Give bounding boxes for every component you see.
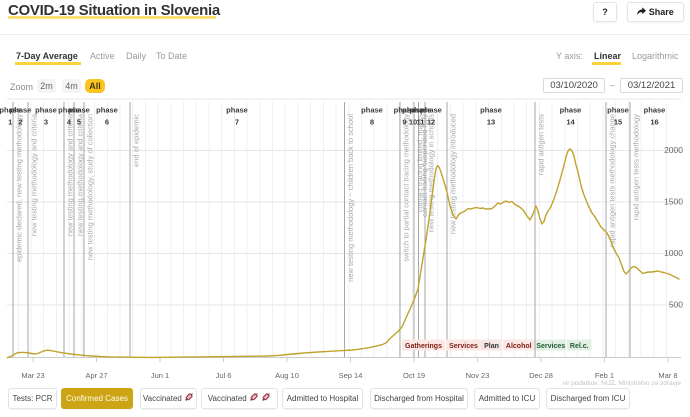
svg-text:7: 7 [235,118,239,127]
svg-text:rapid antigen tests: rapid antigen tests [537,114,546,176]
svg-text:Jul 6: Jul 6 [216,371,232,380]
svg-text:epidemic declared, new testing: epidemic declared, new testing methodolo… [15,114,24,262]
svg-text:14: 14 [566,118,575,127]
svg-text:end of epidemic: end of epidemic [132,114,141,167]
svg-text:vir podatkov: NIJZ, Ministrstv: vir podatkov: NIJZ, Ministrstvo za zdrav… [563,380,682,387]
svg-text:new testing methodology ~ chil: new testing methodology ~ children back … [346,114,355,282]
svg-text:phase: phase [361,106,383,115]
svg-text:contact tracing limited, masks: contact tracing limited, masks [416,114,425,213]
svg-text:new testing methodology and cr: new testing methodology and criteria [76,113,85,236]
svg-text:2000: 2000 [664,145,683,155]
svg-text:Sep 14: Sep 14 [339,371,363,380]
svg-text:Rel.c.: Rel.c. [570,343,589,350]
svg-text:Mar 23: Mar 23 [21,371,44,380]
svg-text:1: 1 [8,118,12,127]
svg-text:rapid antigen tests methodolog: rapid antigen tests methodology [632,114,641,221]
svg-text:2: 2 [18,118,22,127]
svg-text:phase: phase [420,106,442,115]
svg-text:13: 13 [487,118,495,127]
svg-text:new testing methodology and cr: new testing methodology and criteria [30,113,39,236]
svg-text:11: 11 [417,118,425,127]
svg-text:new testing methodology, study: new testing methodology, study of collec… [86,114,95,260]
svg-text:Dec 28: Dec 28 [529,371,553,380]
svg-text:switch to partial contact trac: switch to partial contact tracing method… [402,114,411,262]
svg-text:Aug 10: Aug 10 [275,371,299,380]
svg-text:12: 12 [427,118,435,127]
svg-text:rapid antigen tests methodolog: rapid antigen tests methodology change [608,114,617,247]
svg-text:phase: phase [10,106,32,115]
svg-text:phase: phase [35,106,57,115]
svg-text:Services: Services [536,343,565,350]
svg-text:Jun 1: Jun 1 [151,371,169,380]
svg-text:Services: Services [449,343,478,350]
svg-text:phase: phase [226,106,248,115]
svg-text:Oct 19: Oct 19 [403,371,425,380]
svg-text:phase: phase [607,106,629,115]
svg-text:15: 15 [614,118,622,127]
svg-text:16: 16 [650,118,658,127]
svg-text:1000: 1000 [664,248,683,258]
svg-text:phase: phase [560,106,582,115]
svg-text:1500: 1500 [664,197,683,207]
svg-text:Gatherings: Gatherings [405,343,442,350]
svg-text:500: 500 [669,300,683,310]
svg-text:6: 6 [105,118,109,127]
svg-text:phase: phase [644,106,666,115]
svg-text:new testing methodology in sch: new testing methodology in schools [427,114,436,233]
svg-text:new testing methodology and cr: new testing methodology and criteria [66,113,75,236]
svg-text:Apr 27: Apr 27 [85,371,107,380]
svg-text:9: 9 [402,118,406,127]
svg-text:4: 4 [67,118,72,127]
svg-text:Alcohol: Alcohol [506,343,532,350]
svg-text:phase: phase [410,106,432,115]
svg-text:Plan: Plan [484,343,499,350]
svg-text:phase: phase [402,106,424,115]
svg-text:phase: phase [58,106,80,115]
svg-text:5: 5 [77,118,81,127]
svg-text:phase: phase [96,106,118,115]
svg-text:Feb 1: Feb 1 [595,371,614,380]
svg-text:new testing methodology introd: new testing methodology introduced [449,114,458,234]
svg-text:phase: phase [0,106,21,115]
svg-text:8: 8 [370,118,374,127]
svg-text:10: 10 [409,118,417,127]
svg-text:phase: phase [68,106,90,115]
svg-text:Mar 8: Mar 8 [658,371,677,380]
svg-text:Nov 23: Nov 23 [466,371,490,380]
svg-text:3: 3 [44,118,48,127]
svg-text:phase: phase [480,106,502,115]
svg-text:phase: phase [394,106,416,115]
